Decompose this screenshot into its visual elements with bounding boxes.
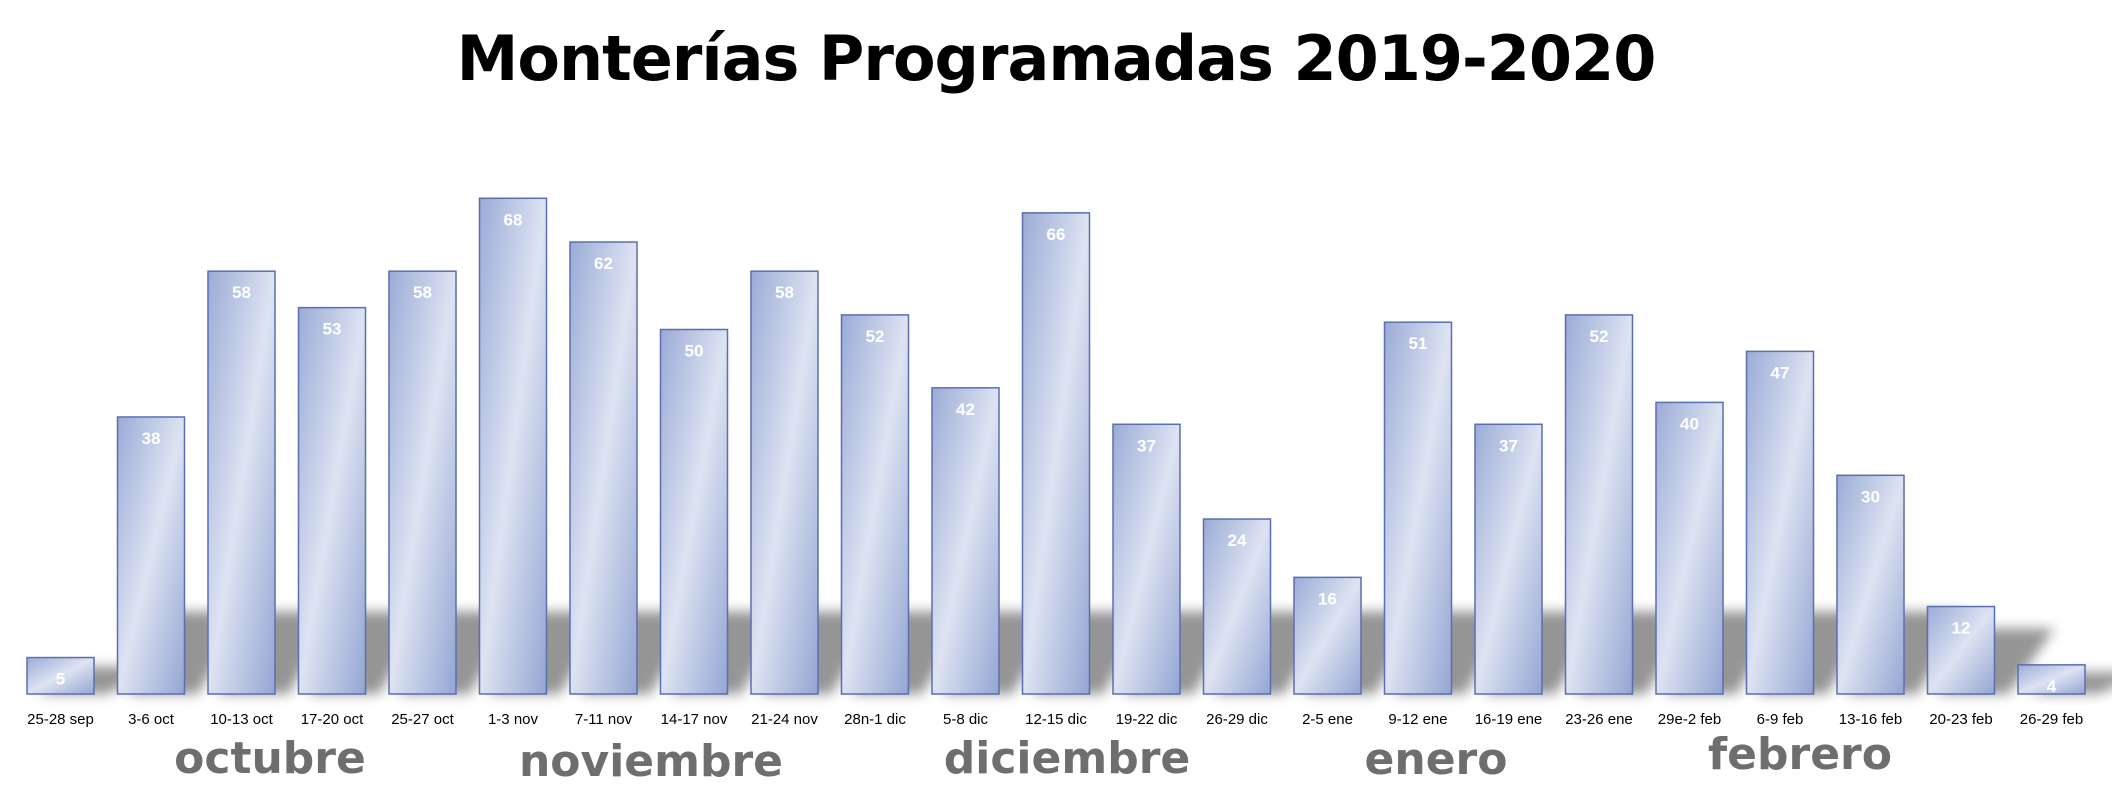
x-tick-label: 2-5 ene — [1302, 711, 1353, 728]
data-label: 30 — [1861, 487, 1880, 506]
data-label: 5 — [56, 670, 65, 689]
x-tick-label: 9-12 ene — [1388, 711, 1447, 728]
data-label: 24 — [1228, 531, 1247, 550]
bar-23-26 ene — [1564, 314, 1634, 695]
x-tick-label: 26-29 dic — [1206, 711, 1268, 728]
month-label: octubre — [174, 733, 366, 784]
bar-26-29 dic — [1202, 518, 1272, 695]
data-label: 58 — [232, 283, 251, 302]
x-tick-label: 10-13 oct — [210, 711, 273, 728]
x-tick-label: 16-19 ene — [1475, 711, 1543, 728]
x-tick-label: 25-28 sep — [27, 711, 94, 728]
bar-26-29 feb — [2017, 664, 2086, 695]
data-label: 52 — [866, 327, 885, 346]
data-label: 40 — [1680, 414, 1699, 433]
x-tick-label: 7-11 nov — [575, 711, 633, 728]
data-label: 47 — [1771, 363, 1790, 382]
data-label: 4 — [2047, 677, 2057, 696]
x-tick-label: 28n-1 dic — [844, 711, 906, 728]
data-label: 16 — [1318, 589, 1337, 608]
data-label: 38 — [142, 429, 161, 448]
x-tick-label: 21-24 nov — [751, 711, 818, 728]
bar-6-9 feb — [1745, 350, 1815, 695]
x-tick-label: 6-9 feb — [1757, 711, 1804, 728]
data-label: 62 — [594, 254, 613, 273]
data-label: 42 — [956, 400, 975, 419]
bar-14-17 nov — [659, 328, 729, 695]
x-tick-label: 29e-2 feb — [1658, 711, 1721, 728]
month-label: noviembre — [519, 736, 783, 787]
data-label: 66 — [1047, 225, 1066, 244]
bar-10-13 oct — [207, 270, 276, 695]
bar-25-27 oct — [388, 270, 457, 695]
bar-7-11 nov — [569, 241, 638, 695]
data-label: 52 — [1590, 327, 1609, 346]
x-tick-label: 17-20 oct — [301, 711, 364, 728]
data-label: 68 — [504, 210, 523, 229]
bar-1-3 nov — [478, 197, 548, 695]
data-label: 58 — [413, 283, 432, 302]
bar-17-20 oct — [297, 306, 367, 695]
x-tick-label: 23-26 ene — [1565, 711, 1633, 728]
x-tick-label: 5-8 dic — [943, 711, 989, 728]
month-label: diciembre — [944, 733, 1190, 784]
bar-19-22 dic — [1112, 423, 1181, 695]
bar-12-15 dic — [1021, 212, 1091, 695]
x-tick-label: 3-6 oct — [128, 711, 175, 728]
bar-20-23 feb — [1926, 605, 1996, 695]
x-tick-label: 19-22 dic — [1116, 711, 1178, 728]
month-label: enero — [1365, 734, 1508, 785]
x-tick-label: 20-23 feb — [1929, 711, 1992, 728]
x-tick-label: 26-29 feb — [2020, 711, 2083, 728]
bar-5-8 dic — [931, 387, 1000, 695]
bar-25-28 sep — [26, 656, 95, 695]
bar-2-5 ene — [1293, 576, 1362, 695]
bar-9-12 ene — [1383, 321, 1453, 695]
data-label: 12 — [1952, 619, 1971, 638]
chart-title: Monterías Programadas 2019-2020 — [456, 22, 1657, 95]
bar-29e-2 feb — [1655, 401, 1724, 695]
month-label: febrero — [1708, 729, 1892, 780]
bar-3-6 oct — [116, 416, 186, 695]
data-label: 51 — [1409, 334, 1428, 353]
bar-13-16 feb — [1836, 474, 1905, 695]
x-tick-label: 25-27 oct — [391, 711, 454, 728]
x-tick-label: 13-16 feb — [1839, 711, 1902, 728]
data-label: 58 — [775, 283, 794, 302]
x-tick-label: 1-3 nov — [488, 711, 539, 728]
data-label: 50 — [685, 342, 704, 361]
x-tick-label: 12-15 dic — [1025, 711, 1087, 728]
bar-16-19 ene — [1474, 423, 1543, 695]
bar-21-24 nov — [750, 270, 819, 695]
bar-28n-1 dic — [840, 314, 910, 695]
x-tick-label: 14-17 nov — [661, 711, 728, 728]
data-label: 37 — [1137, 436, 1156, 455]
data-label: 53 — [323, 320, 342, 339]
data-label: 37 — [1499, 436, 1518, 455]
